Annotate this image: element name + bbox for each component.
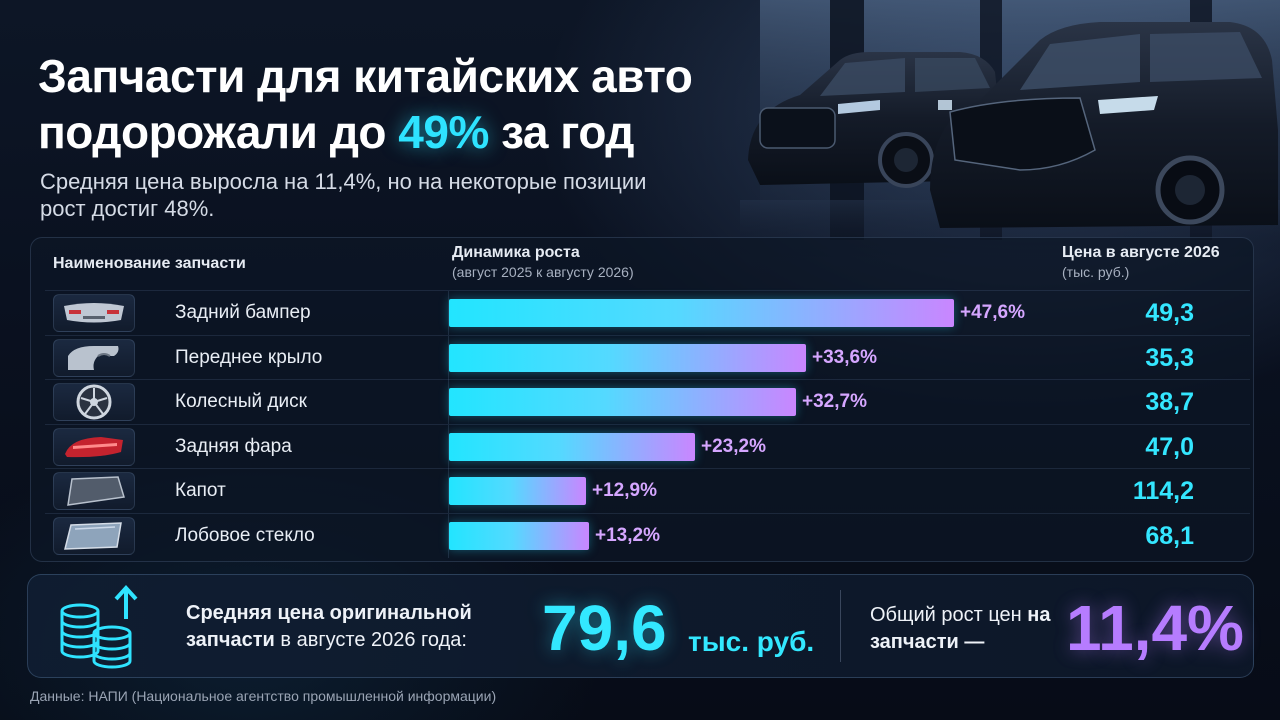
total-growth-value: 11,4% xyxy=(1066,592,1244,664)
total-growth-label: Общий рост цен на запчасти — xyxy=(870,602,1070,656)
part-name: Задняя фара xyxy=(175,436,292,457)
bar-track: +12,9% xyxy=(448,469,1138,513)
bumper-icon xyxy=(53,294,135,332)
price-value: 47,0 xyxy=(1145,433,1194,461)
average-price-value: 79,6 xyxy=(542,592,667,664)
growth-percent-label: +47,6% xyxy=(960,302,1025,323)
page-title: Запчасти для китайских авто подорожали д… xyxy=(38,48,798,160)
growth-percent-label: +33,6% xyxy=(812,347,877,368)
table-row: Капот +12,9% 114,2 xyxy=(45,468,1250,513)
growth-percent-label: +23,2% xyxy=(701,436,766,457)
growth-bar xyxy=(449,522,589,550)
average-price-unit: тыс. руб. xyxy=(688,626,815,657)
page-subtitle: Средняя цена выросла на 11,4%, но на нек… xyxy=(40,169,647,221)
data-source: Данные: НАПИ (Национальное агентство про… xyxy=(30,688,497,704)
bar-track: +47,6% xyxy=(448,291,1138,335)
bar-track: +13,2% xyxy=(448,514,1138,558)
price-value: 68,1 xyxy=(1145,522,1194,550)
title-line-2: подорожали до 49% за год xyxy=(38,104,798,160)
growth-percent-label: +13,2% xyxy=(595,525,660,546)
title-line-2-prefix: подорожали до xyxy=(38,106,399,158)
column-header-dynamics-label: Динамика роста xyxy=(452,244,580,261)
table-row: Переднее крыло +33,6% 35,3 xyxy=(45,335,1250,380)
part-name: Переднее крыло xyxy=(175,347,323,368)
table-row: Задняя фара +23,2% 47,0 xyxy=(45,424,1250,469)
bar-track: +32,7% xyxy=(448,380,1138,424)
price-value: 35,3 xyxy=(1145,344,1194,372)
average-price-label-rest: в августе 2026 года: xyxy=(274,629,467,651)
growth-bar xyxy=(449,388,796,416)
column-header-name-label: Наименование запчасти xyxy=(53,255,246,272)
column-header-dynamics: Динамика роста (август 2025 к августу 20… xyxy=(452,244,634,280)
car-front xyxy=(930,22,1278,228)
bar-track: +23,2% xyxy=(448,425,1138,469)
table-row: Колесный диск +32,7% 38,7 xyxy=(45,379,1250,424)
part-name: Колесный диск xyxy=(175,391,307,412)
fender-icon xyxy=(53,339,135,377)
title-line-1: Запчасти для китайских авто xyxy=(38,50,693,102)
column-header-price-label: Цена в августе 2026 xyxy=(1062,244,1220,261)
summary-divider xyxy=(840,590,841,662)
title-accent-percent: 49% xyxy=(398,106,489,158)
table-row: Задний бампер +47,6% 49,3 xyxy=(45,290,1250,335)
column-header-price: Цена в августе 2026 (тыс. руб.) xyxy=(1062,244,1220,280)
growth-bar xyxy=(449,299,954,327)
total-growth-label-start: Общий рост цен xyxy=(870,604,1028,626)
table-row: Лобовое стекло +13,2% 68,1 xyxy=(45,513,1250,558)
growth-percent-label: +32,7% xyxy=(802,391,867,412)
wheel-rim-icon xyxy=(53,383,135,421)
total-growth-label-bold: на запчасти — xyxy=(870,604,1051,653)
bar-track: +33,6% xyxy=(448,336,1138,380)
column-header-dynamics-sub: (август 2025 к августу 2026) xyxy=(452,264,634,280)
part-name: Капот xyxy=(175,480,226,501)
price-value: 49,3 xyxy=(1145,299,1194,327)
price-value: 38,7 xyxy=(1145,388,1194,416)
hood-icon xyxy=(53,472,135,510)
growth-percent-label: +12,9% xyxy=(592,480,657,501)
summary-card xyxy=(27,574,1254,678)
column-header-name: Наименование запчасти xyxy=(53,255,246,273)
growth-bar xyxy=(449,344,806,372)
coins-growth-icon xyxy=(60,585,138,669)
growth-bar xyxy=(449,477,586,505)
tail-light-icon xyxy=(53,428,135,466)
average-price-label-bold: Средняя цена оригинальной запчасти xyxy=(186,602,472,651)
title-line-2-suffix: за год xyxy=(488,106,635,158)
growth-bar xyxy=(449,433,695,461)
average-price-label: Средняя цена оригинальной запчасти в авг… xyxy=(186,600,516,654)
part-name: Задний бампер xyxy=(175,302,311,323)
price-value: 114,2 xyxy=(1132,477,1194,505)
part-name: Лобовое стекло xyxy=(175,525,315,546)
column-header-price-sub: (тыс. руб.) xyxy=(1062,264,1130,280)
windshield-icon xyxy=(53,517,135,555)
